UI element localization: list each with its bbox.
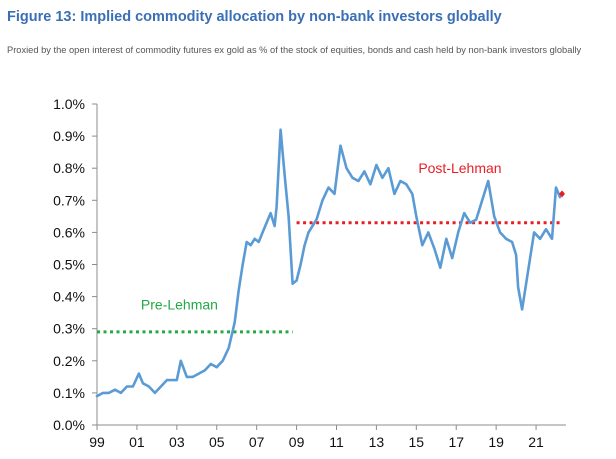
figure-title: Figure 13: Implied commodity allocation … <box>7 9 502 25</box>
x-tick-label: 13 <box>369 434 385 450</box>
x-tick-label: 09 <box>289 434 305 450</box>
x-tick-label: 07 <box>249 434 265 450</box>
y-tick-label: 0.3% <box>53 321 85 337</box>
pre-lehman-label: Pre-Lehman <box>141 296 218 312</box>
y-tick-label: 0.1% <box>53 385 85 401</box>
y-tick-label: 0.4% <box>53 289 85 305</box>
x-tick-label: 19 <box>488 434 504 450</box>
y-tick-label: 0.5% <box>53 257 85 273</box>
y-tick-label: 1.0% <box>53 96 85 112</box>
post-lehman-label: Post-Lehman <box>418 160 501 176</box>
x-axis-labels: 99 01 03 05 07 09 11 13 15 17 19 21 <box>89 434 544 450</box>
latest-value-marker <box>559 190 566 198</box>
chart-axes <box>92 103 566 430</box>
figure-subtitle: Proxied by the open interest of commodit… <box>7 45 582 55</box>
y-axis-labels: 0.0% 0.1% 0.2% 0.3% 0.4% 0.5% 0.6% 0.7% 0.8% 0.9%… <box>53 96 85 433</box>
x-tick-label: 05 <box>209 434 225 450</box>
x-tick-label: 21 <box>528 434 544 450</box>
y-tick-label: 0.8% <box>53 160 85 176</box>
series-line-allocation <box>95 128 562 398</box>
x-tick-label: 15 <box>409 434 425 450</box>
annotations-layer: Pre-Lehman Post-Lehman <box>141 160 502 312</box>
x-tick-label: 99 <box>89 434 105 450</box>
reference-lines <box>97 221 563 334</box>
x-tick-label: 11 <box>329 434 344 450</box>
x-tick-label: 03 <box>169 434 185 450</box>
y-tick-label: 0.6% <box>53 224 85 240</box>
y-tick-label: 0.2% <box>53 353 85 369</box>
series-layer <box>95 128 566 398</box>
y-tick-label: 0.7% <box>53 192 85 208</box>
y-tick-label: 0.0% <box>53 417 85 433</box>
y-tick-label: 0.9% <box>53 128 85 144</box>
x-tick-label: 01 <box>129 434 145 450</box>
x-tick-label: 17 <box>448 434 464 450</box>
